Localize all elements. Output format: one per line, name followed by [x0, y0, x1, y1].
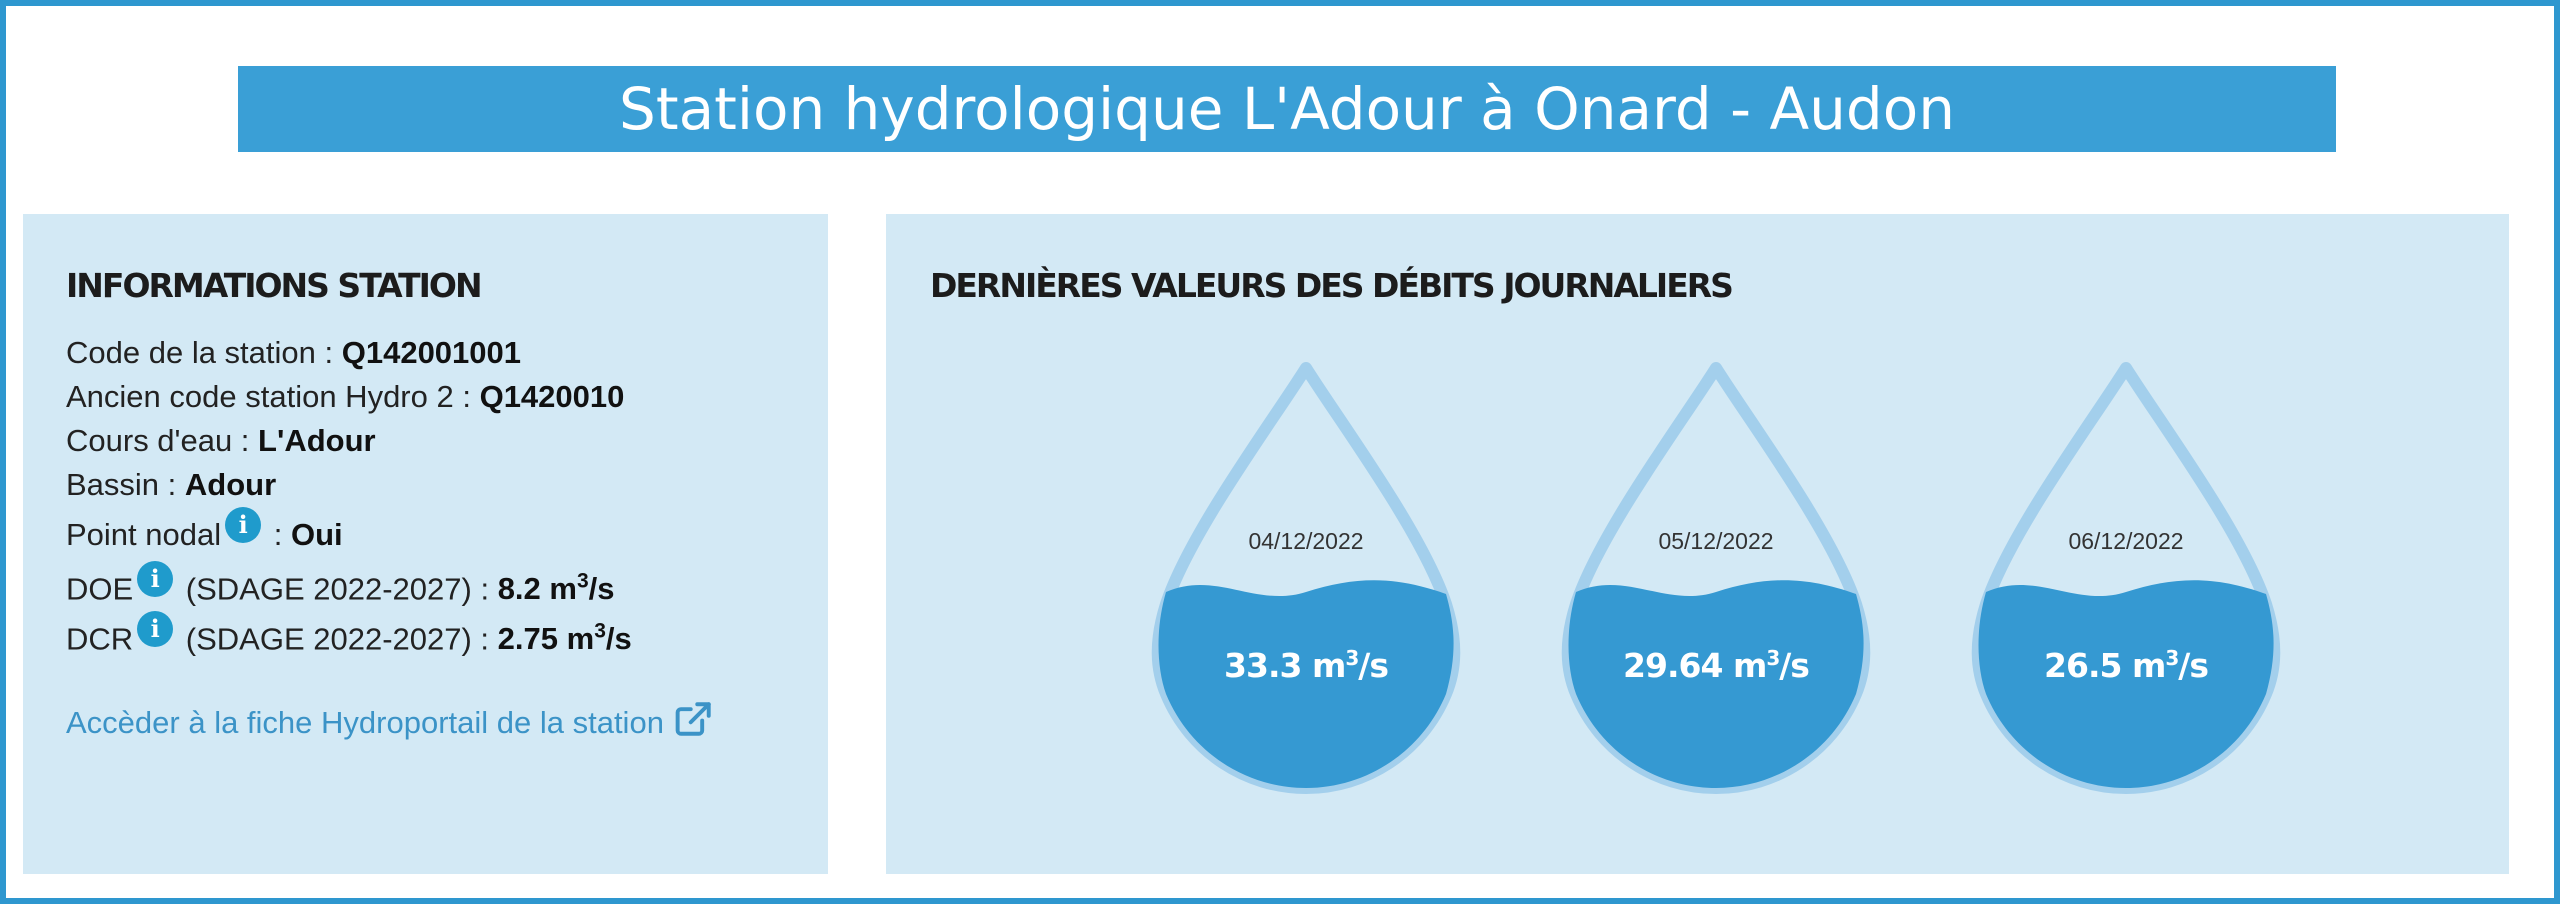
info-value: L'Adour [258, 423, 376, 458]
info-value: 2.75 m3/s [497, 620, 632, 657]
info-icon[interactable]: i [137, 561, 174, 598]
info-value: Adour [184, 467, 277, 502]
info-row-old-code: Ancien code station Hydro 2 : Q1420010 [66, 375, 785, 419]
info-icon[interactable]: i [137, 611, 174, 648]
info-label: Code de la station : [66, 335, 342, 370]
daily-flows-panel: DERNIÈRES VALEURS DES DÉBITS JOURNALIERS… [886, 214, 2509, 874]
flow-value: 26.5 m3/s [2044, 646, 2209, 685]
info-value: Q1420010 [479, 379, 625, 414]
info-row-station-code: Code de la station : Q142001001 [66, 331, 785, 375]
info-separator: : [265, 517, 291, 552]
hydroportail-link[interactable]: Accèder à la fiche Hydroportail de la st… [66, 701, 714, 745]
page-title: Station hydrologique L'Adour à Onard - A… [238, 66, 2336, 152]
info-row-doe: DOE i (SDAGE 2022-2027) : 8.2 m3/s [66, 557, 785, 607]
flow-date: 04/12/2022 [1248, 528, 1364, 554]
info-label: DOE [66, 571, 134, 607]
flow-date: 06/12/2022 [2068, 528, 2184, 554]
page-title-text: Station hydrologique L'Adour à Onard - A… [619, 75, 1955, 143]
flow-drop: 05/12/2022 29.64 m3/s [1556, 356, 1876, 802]
flow-drops: 04/12/2022 33.3 m3/s 05/12/2022 29.64 m3/s 0… [886, 214, 2509, 874]
info-label: Ancien code station Hydro 2 : [66, 379, 480, 414]
station-info-heading: INFORMATIONS STATION [66, 266, 483, 305]
info-row-river: Cours d'eau : L'Adour [66, 419, 785, 463]
flow-date: 05/12/2022 [1658, 528, 1774, 554]
info-row-dcr: DCR i (SDAGE 2022-2027) : 2.75 m3/s [66, 607, 785, 657]
hydroportail-link-label: Accèder à la fiche Hydroportail de la st… [66, 705, 664, 740]
info-label: DCR [66, 621, 134, 657]
info-label: Bassin : [66, 467, 185, 502]
info-separator: (SDAGE 2022-2027) : [177, 571, 498, 607]
flow-value: 33.3 m3/s [1224, 646, 1389, 685]
info-row-nodal-point: Point nodal i : Oui [66, 507, 785, 557]
water-drop-icon [1151, 362, 1461, 794]
info-value: Oui [290, 517, 343, 552]
info-value: Q142001001 [341, 335, 522, 370]
station-info-panel: INFORMATIONS STATION Code de la station … [23, 214, 828, 874]
water-drop-icon [1971, 362, 2281, 794]
water-drop-icon [1561, 362, 1871, 794]
flow-drop: 04/12/2022 33.3 m3/s [1146, 356, 1466, 802]
info-label: Cours d'eau : [66, 423, 259, 458]
info-icon[interactable]: i [225, 507, 262, 543]
external-link-icon [674, 701, 714, 745]
info-separator: (SDAGE 2022-2027) : [177, 621, 498, 657]
info-label: Point nodal [66, 517, 222, 552]
station-info-list: Code de la station : Q142001001 Ancien c… [66, 331, 785, 657]
info-row-basin: Bassin : Adour [66, 463, 785, 507]
flow-value: 29.64 m3/s [1623, 646, 1810, 685]
flow-drop: 06/12/2022 26.5 m3/s [1966, 356, 2286, 802]
daily-flows-heading: DERNIÈRES VALEURS DES DÉBITS JOURNALIERS [930, 266, 1734, 305]
info-value: 8.2 m3/s [497, 570, 615, 607]
